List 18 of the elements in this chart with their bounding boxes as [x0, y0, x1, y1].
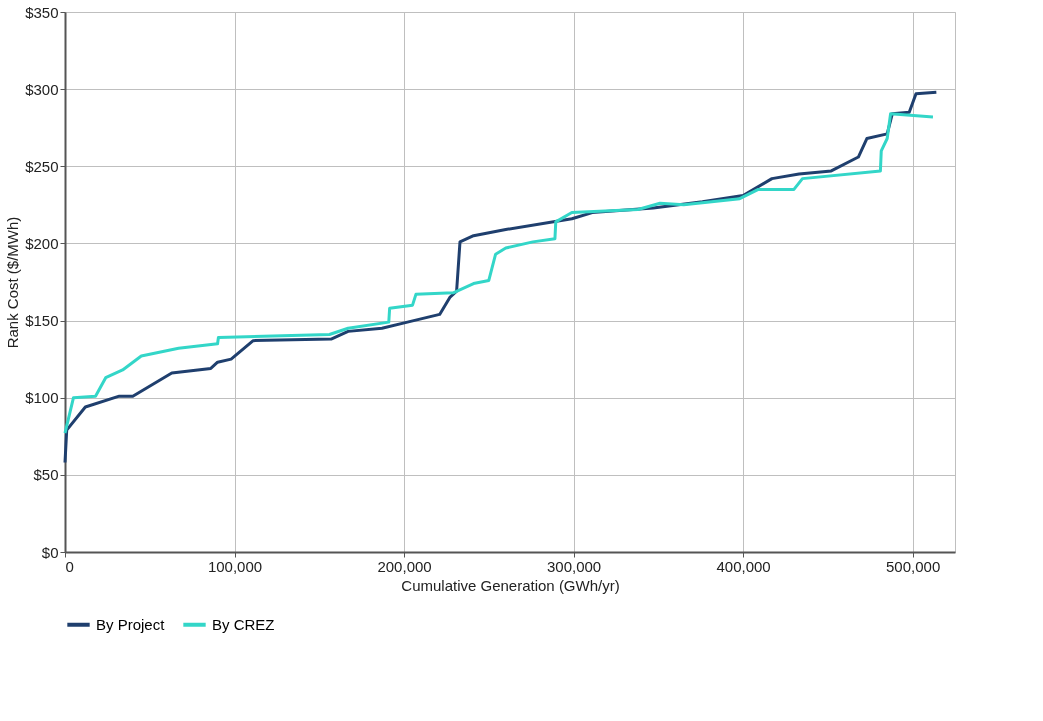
x-tick-label: 100,000: [207, 557, 263, 575]
y-tick-label: $100: [25, 389, 59, 407]
x-tick-label: 500,000: [886, 557, 941, 575]
y-axis-title: Rank Cost ($/MWh): [4, 216, 22, 349]
y-tick-label: $0: [41, 543, 59, 561]
x-tick-label: 0: [65, 557, 74, 575]
y-tick-label: $150: [25, 312, 59, 330]
y-tick-label: $50: [33, 466, 59, 484]
x-tick-label: 200,000: [377, 557, 432, 575]
x-tick-label: 300,000: [546, 557, 602, 575]
x-tick-label: 400,000: [716, 557, 771, 575]
y-tick-label: $350: [25, 3, 59, 21]
y-tick-label: $300: [25, 80, 59, 98]
legend-label: By CREZ: [212, 615, 275, 633]
x-axis-title: Cumulative Generation (GWh/yr): [401, 576, 620, 594]
legend-label: By Project: [96, 615, 166, 633]
y-tick-label: $250: [25, 157, 59, 175]
y-tick-label: $200: [25, 234, 59, 252]
